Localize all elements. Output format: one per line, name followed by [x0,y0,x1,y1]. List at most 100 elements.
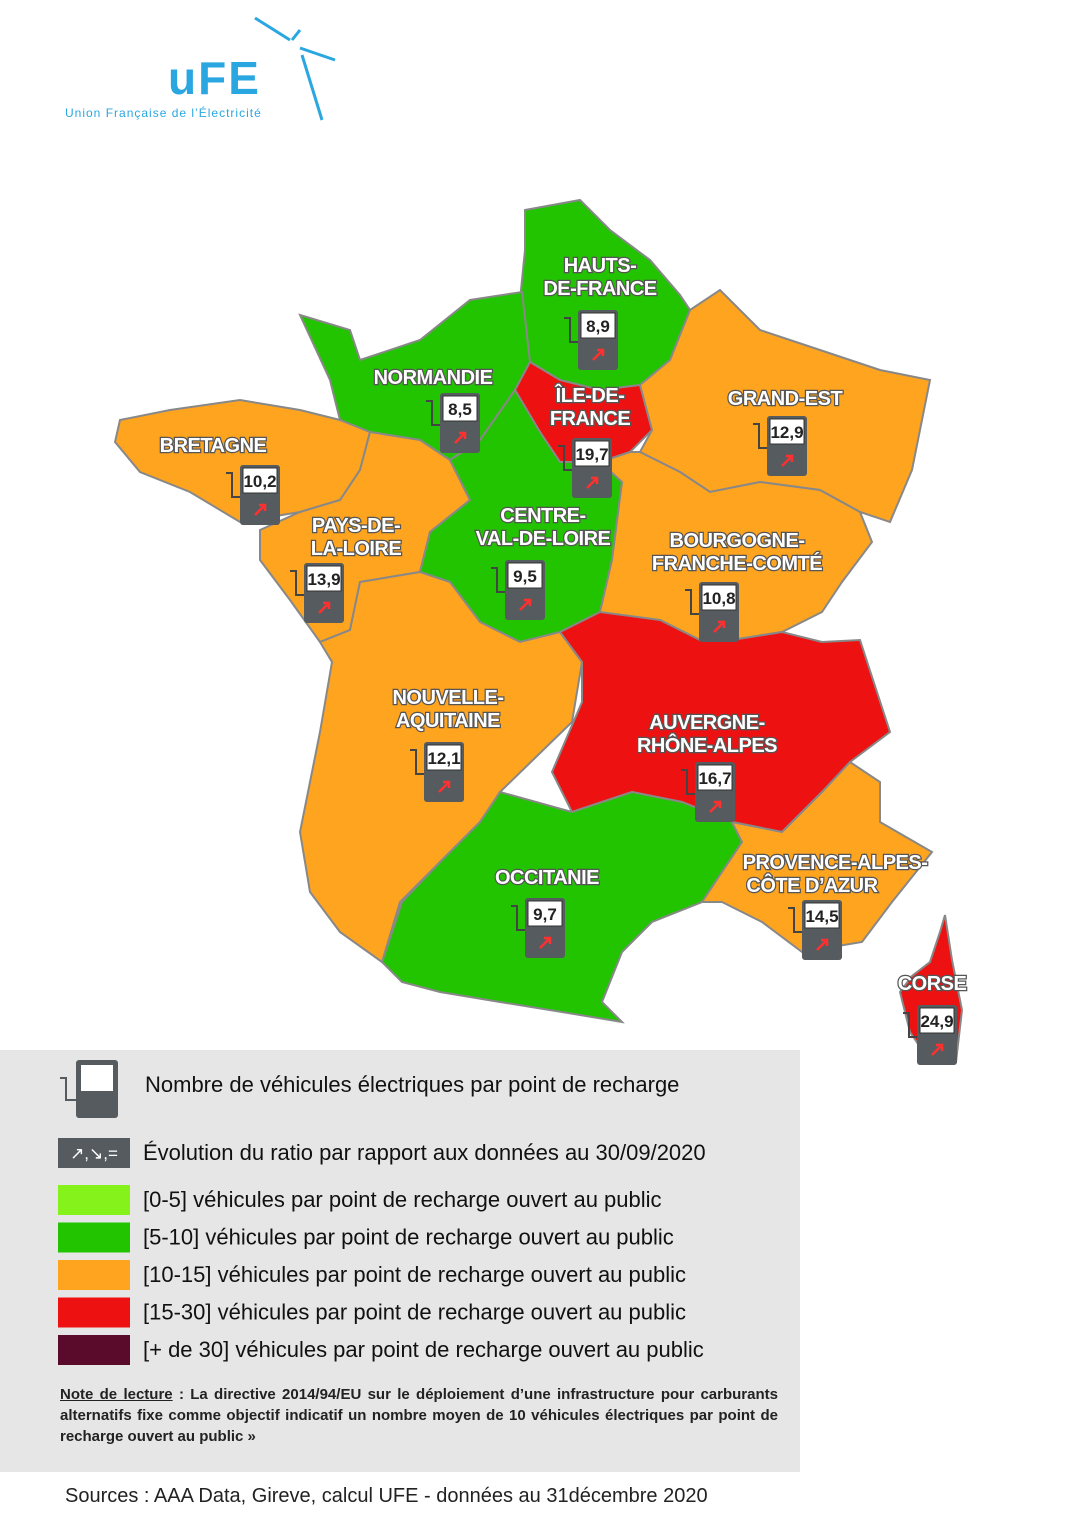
note-heading: Note de lecture [60,1386,173,1403]
charging-icon: 12,1 [410,742,464,802]
charging-icon: 8,5 [426,393,480,453]
legend-background [0,1050,800,1472]
region-name: RHÔNE-ALPES [637,733,777,757]
region-value: 14,5 [805,907,838,926]
legend-icon-text: Nombre de véhicules électriques par poin… [145,1072,679,1097]
logo-tagline: Union Française de l’Électricité [65,105,262,120]
icon-screen [769,418,805,445]
icon-screen [426,744,462,771]
logo-wordmark: uFE [168,52,261,104]
trend-arrow [539,936,552,949]
legend-label: [0-5] véhicules par point de recharge ou… [143,1187,662,1212]
trend-arrow [519,598,532,611]
icon-hose [511,905,525,931]
trend-arrow [709,800,722,813]
legend-swatch [58,1260,130,1290]
region-name: AQUITAINE [396,710,500,732]
evolution-box [58,1138,130,1168]
icon-hose [226,472,240,498]
icon-hose [426,400,440,426]
charging-icon: 16,7 [681,762,735,822]
region-name: NOUVELLE- [392,687,503,709]
legend-swatch [58,1335,130,1365]
icon-screen [580,312,616,339]
region-value: 24,9 [920,1012,953,1031]
charging-icon: 12,9 [753,416,807,476]
legend-swatch [58,1297,130,1328]
charging-icon: 9,7 [511,898,565,958]
icon-screen [804,902,840,929]
trend-arrow [931,1043,944,1056]
legend-label: [15-30] véhicules par point de recharge … [143,1300,686,1325]
icon-hose [290,570,304,596]
icon-screen [701,584,737,611]
legend-swatch [58,1222,130,1253]
trend-arrow [592,348,605,361]
region-name: CORSE [898,973,967,995]
map: HAUTS-DE-FRANCE8,9NORMANDIE8,5ÎLE-DE-FRA… [113,198,968,1065]
trend-arrow [816,938,829,951]
sources: Sources : AAA Data, Gireve, calcul UFE -… [65,1485,708,1507]
trend-arrow [438,780,451,793]
region-value: 9,7 [533,905,557,924]
region-value: 8,5 [448,400,472,419]
charging-icon: 9,5 [491,560,545,620]
icon-screen [527,900,563,927]
region-name: CÔTE D’AZUR [746,873,878,897]
region-name: FRANCE [550,408,630,430]
region-name: AUVERGNE- [649,712,765,734]
trend-arrow [586,476,599,489]
region-name: DE-FRANCE [543,278,656,300]
region-value: 10,2 [243,472,276,491]
region-name: BOURGOGNE- [670,530,805,552]
evolution-symbols: ↗,↘,= [70,1144,118,1163]
evolution-text: Évolution du ratio par rapport aux donné… [143,1140,706,1165]
icon-screen [574,440,610,467]
logo: uFE Union Française de l’Électricité [65,16,336,121]
legend-swatch [58,1185,130,1215]
region-name: FRANCHE-COMTÉ [652,552,822,575]
region-name: NORMANDIE [374,367,493,389]
charging-icon: 24,9 [903,1005,957,1065]
icon-hose [491,567,505,593]
region-name: OCCITANIE [495,867,599,889]
legend: Nombre de véhicules électriques par poin… [0,1050,800,1472]
region-name: GRAND-EST [728,388,843,410]
icon-screen [306,565,342,592]
region-value: 16,7 [698,769,731,788]
region-name: PAYS-DE- [312,515,400,537]
icon-screen [507,562,543,589]
icon-screen [442,395,478,422]
icon-hose [558,445,572,471]
charging-icon: 19,7 [558,438,612,498]
charging-icon: 14,5 [788,900,842,960]
region-value: 9,5 [513,567,537,586]
trend-arrow [454,431,467,444]
region-value: 19,7 [575,445,608,464]
region-value: 12,9 [770,423,803,442]
legend-label: [+ de 30] véhicules par point de recharg… [143,1337,704,1362]
region-name: CENTRE- [500,505,585,527]
charging-icon: 10,2 [226,465,280,525]
region-name: BRETAGNE [160,435,267,457]
charging-icon: 8,9 [564,310,618,370]
trend-arrow [713,620,726,633]
icon-screen [242,467,278,494]
icon-hose [681,769,695,795]
icon-hose [564,317,578,343]
region-value: 12,1 [427,749,460,768]
charging-icon: 10,8 [685,582,739,642]
trend-arrow [781,454,794,467]
icon-hose [685,589,699,615]
region-shape [700,760,934,954]
region-name: LA-LOIRE [311,538,402,560]
legend-label: [10-15] véhicules par point de recharge … [143,1262,686,1287]
region-value: 13,9 [307,570,340,589]
icon-hose [410,749,424,775]
region-value: 10,8 [702,589,735,608]
trend-arrow [318,601,331,614]
legend-label: [5-10] véhicules par point de recharge o… [143,1225,674,1250]
region-name: PROVENCE-ALPES- [743,852,928,874]
